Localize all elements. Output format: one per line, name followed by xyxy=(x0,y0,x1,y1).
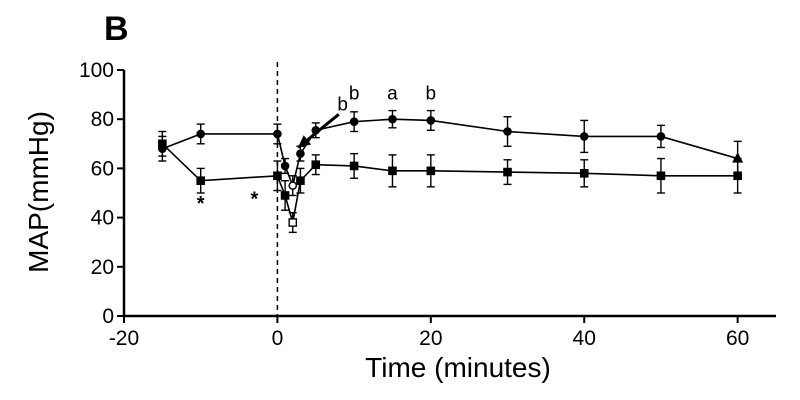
data-point xyxy=(196,129,206,139)
y-tick-label: 100 xyxy=(79,59,114,82)
data-point xyxy=(388,166,397,176)
annotation-layer: b a bb* * xyxy=(197,84,436,216)
significance-star: * xyxy=(251,188,259,210)
annotation-arrowhead xyxy=(298,135,312,148)
data-point xyxy=(426,166,436,176)
significance-letter: b xyxy=(426,84,437,105)
data-point xyxy=(656,132,666,141)
series-1 xyxy=(158,109,744,197)
x-tick-label: 40 xyxy=(573,327,596,350)
data-point xyxy=(158,139,167,149)
data-point xyxy=(349,117,359,126)
data-point xyxy=(280,191,290,200)
series-line xyxy=(161,143,738,223)
y-ticks: 0 20 40 60 80 100 xyxy=(79,59,124,328)
series-2 xyxy=(158,130,742,234)
data-point xyxy=(311,160,321,170)
significance-star: * xyxy=(197,193,205,215)
y-tick-label: 20 xyxy=(91,256,114,279)
x-axis-title: Time (minutes) xyxy=(365,352,551,383)
significance-letter: b xyxy=(337,95,348,116)
x-tick-label: 60 xyxy=(726,327,749,350)
data-point xyxy=(288,181,298,190)
x-tick-label: -20 xyxy=(109,327,139,350)
data-point xyxy=(733,171,742,181)
y-tick-label: 0 xyxy=(102,305,114,328)
data-point xyxy=(196,176,206,186)
y-tick-label: 80 xyxy=(91,108,114,131)
data-point xyxy=(280,161,290,171)
data-point xyxy=(579,132,589,141)
data-point xyxy=(503,167,512,177)
data-point xyxy=(426,116,436,125)
data-point xyxy=(296,176,305,186)
x-ticks: -20 0 20 40 60 xyxy=(109,316,749,350)
axes xyxy=(122,70,776,318)
data-point xyxy=(349,161,359,171)
x-tick-label: 20 xyxy=(419,327,442,350)
panel-label: B xyxy=(104,10,129,48)
data-point xyxy=(273,171,282,181)
data-point xyxy=(579,169,589,178)
data-point xyxy=(288,218,298,227)
series-line xyxy=(162,118,738,189)
y-axis-title: MAP(mmHg) xyxy=(23,111,54,273)
data-point xyxy=(388,114,397,124)
y-tick-label: 40 xyxy=(91,207,114,230)
significance-letter: b xyxy=(349,84,360,105)
data-point xyxy=(656,171,666,181)
x-tick-label: 0 xyxy=(272,327,284,350)
significance-letter: a xyxy=(387,84,398,105)
data-point xyxy=(273,129,282,139)
y-tick-label: 60 xyxy=(91,157,114,180)
data-point xyxy=(503,127,512,136)
series-layer xyxy=(158,109,744,234)
data-point xyxy=(296,149,305,158)
